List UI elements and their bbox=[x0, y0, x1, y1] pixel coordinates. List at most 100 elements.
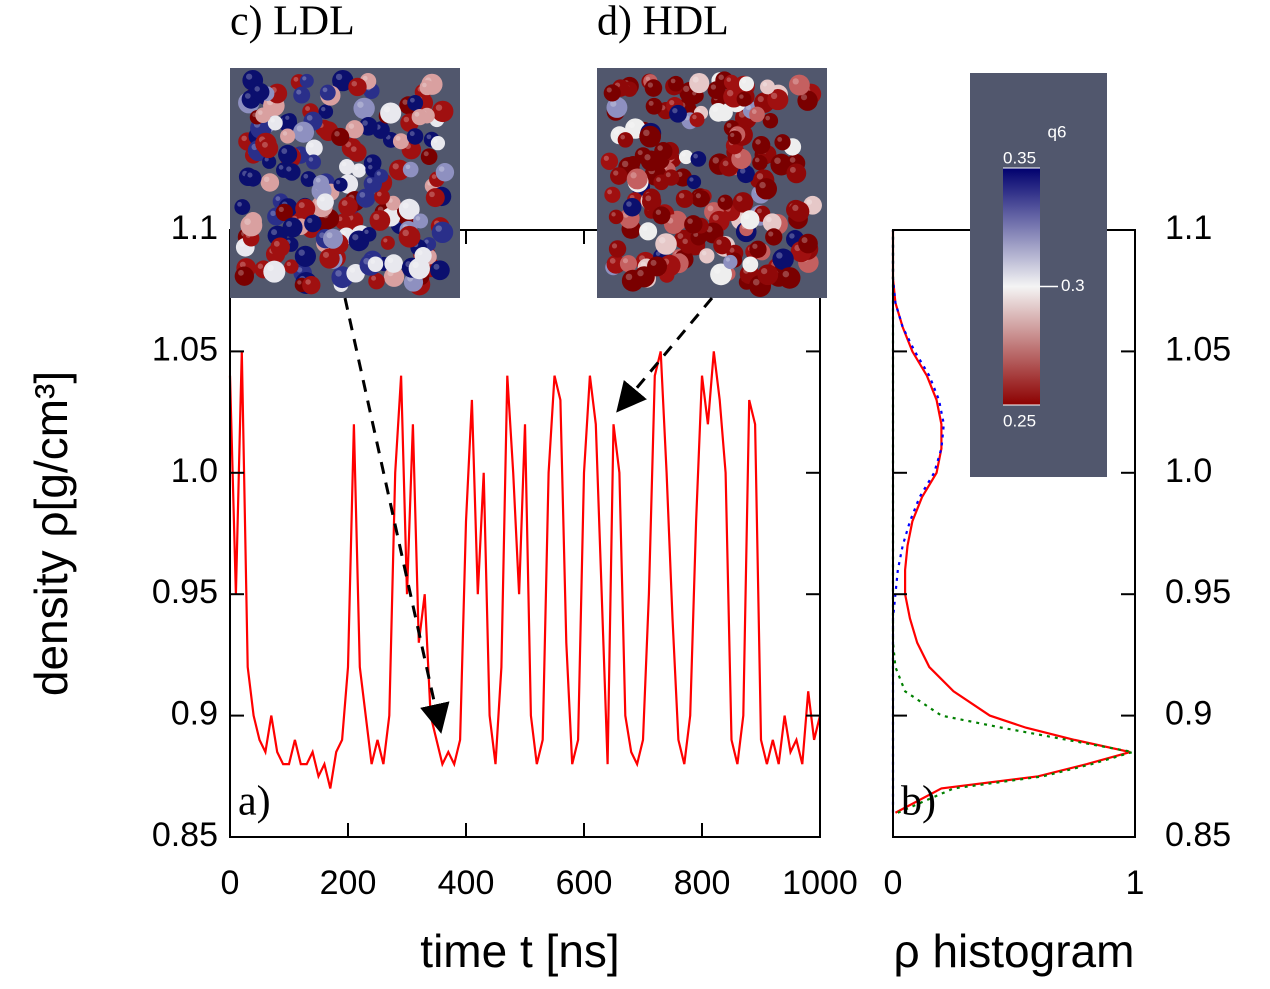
sphere-highlight bbox=[362, 120, 368, 126]
sphere bbox=[678, 149, 694, 165]
sphere bbox=[282, 113, 297, 128]
sphere-highlight bbox=[606, 87, 612, 93]
sphere-highlight bbox=[712, 106, 718, 112]
inset-label: d) HDL bbox=[597, 0, 729, 45]
sphere bbox=[684, 215, 703, 234]
sphere-highlight bbox=[298, 202, 305, 209]
sphere bbox=[374, 168, 389, 183]
sphere-highlight bbox=[643, 129, 650, 137]
sphere bbox=[642, 192, 662, 212]
sphere bbox=[622, 198, 642, 217]
sphere-highlight bbox=[782, 270, 790, 278]
sphere bbox=[368, 272, 385, 290]
sphere-highlight bbox=[254, 86, 260, 92]
sphere-highlight bbox=[745, 104, 751, 110]
sphere-highlight bbox=[278, 165, 284, 170]
panel-annotation: a) bbox=[238, 779, 271, 825]
sphere-highlight bbox=[264, 157, 269, 162]
sphere-highlight bbox=[414, 111, 420, 117]
sphere bbox=[293, 121, 315, 143]
sphere bbox=[425, 188, 445, 208]
sphere bbox=[406, 128, 424, 145]
sphere bbox=[788, 201, 810, 222]
sphere-highlight bbox=[710, 84, 717, 90]
sphere bbox=[435, 163, 455, 182]
sphere-highlight bbox=[302, 76, 307, 81]
sphere-highlight bbox=[371, 275, 377, 281]
sphere-highlight bbox=[645, 195, 652, 202]
sphere bbox=[732, 192, 754, 213]
sphere bbox=[723, 74, 739, 90]
sphere bbox=[411, 109, 428, 126]
sphere-highlight bbox=[273, 240, 280, 247]
sphere-highlight bbox=[655, 251, 661, 256]
colorbar-tick-label: 0.25 bbox=[1003, 411, 1036, 430]
sphere-highlight bbox=[611, 212, 616, 217]
sphere bbox=[267, 115, 283, 131]
sphere-highlight bbox=[687, 218, 693, 224]
sphere-highlight bbox=[239, 241, 245, 247]
sphere bbox=[644, 79, 663, 97]
sphere-highlight bbox=[610, 100, 617, 107]
sphere-highlight bbox=[402, 229, 409, 237]
sphere-highlight bbox=[713, 267, 721, 274]
sphere-highlight bbox=[247, 172, 253, 178]
sphere-highlight bbox=[241, 135, 247, 142]
x-tick-label: 0 bbox=[884, 864, 903, 902]
y-tick-label: 0.85 bbox=[1165, 816, 1231, 854]
y-tick-label: 0.9 bbox=[171, 695, 218, 733]
sphere-highlight bbox=[340, 230, 346, 236]
sphere bbox=[359, 117, 378, 136]
sphere-highlight bbox=[350, 146, 357, 152]
sphere-highlight bbox=[701, 250, 707, 256]
sphere bbox=[686, 174, 702, 190]
sphere-highlight bbox=[692, 76, 699, 83]
sphere-highlight bbox=[278, 206, 284, 212]
sphere bbox=[413, 213, 429, 229]
y-tick-label: 1.05 bbox=[1165, 330, 1231, 368]
sphere bbox=[770, 153, 793, 176]
sphere-highlight bbox=[435, 225, 442, 232]
y-tick-label: 1.05 bbox=[152, 330, 218, 368]
sphere-highlight bbox=[275, 196, 281, 201]
panel-annotation: b) bbox=[901, 779, 936, 825]
sphere bbox=[430, 136, 446, 151]
sphere-highlight bbox=[412, 261, 419, 269]
sphere bbox=[420, 148, 438, 166]
sphere bbox=[323, 228, 343, 249]
sphere bbox=[767, 89, 789, 111]
sphere-highlight bbox=[362, 75, 368, 81]
sphere bbox=[778, 267, 801, 289]
sphere bbox=[717, 194, 733, 211]
sphere bbox=[398, 198, 420, 220]
sphere-highlight bbox=[718, 74, 724, 80]
sphere bbox=[709, 103, 728, 122]
x-tick-label: 800 bbox=[674, 864, 731, 902]
sphere bbox=[654, 142, 673, 161]
sphere bbox=[762, 113, 779, 129]
sphere-highlight bbox=[335, 180, 341, 185]
x-tick-label: 1 bbox=[1126, 864, 1145, 902]
sphere bbox=[278, 144, 298, 165]
sphere-highlight bbox=[370, 259, 376, 264]
sphere-highlight bbox=[669, 100, 675, 106]
colorbar-title: q6 bbox=[1048, 122, 1067, 141]
sphere-highlight bbox=[766, 216, 772, 223]
sphere bbox=[736, 165, 755, 184]
sphere-highlight bbox=[271, 229, 278, 236]
sphere-highlight bbox=[270, 210, 276, 217]
colorbar-scale bbox=[1003, 168, 1040, 405]
sphere bbox=[430, 260, 450, 281]
sphere bbox=[675, 189, 694, 208]
sphere-highlight bbox=[297, 280, 302, 285]
x-tick-label: 1000 bbox=[782, 864, 858, 902]
x-tick-label: 200 bbox=[320, 864, 377, 902]
sphere bbox=[431, 221, 454, 244]
y-axis-label: density ρ[g/cm³] bbox=[25, 371, 77, 696]
sphere-highlight bbox=[322, 87, 328, 93]
sphere-highlight bbox=[303, 173, 309, 179]
sphere-highlight bbox=[745, 259, 750, 264]
sphere-highlight bbox=[348, 123, 355, 129]
sphere bbox=[270, 237, 290, 257]
sphere bbox=[689, 73, 710, 94]
